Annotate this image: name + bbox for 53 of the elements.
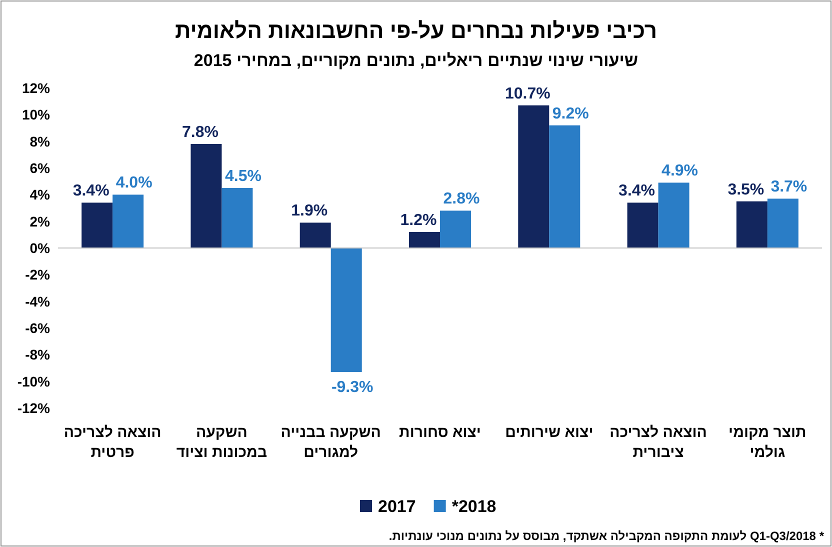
x-tick-label: הוצאה לצריכה ציבורית: [610, 424, 707, 461]
y-tick-label: -6%: [25, 320, 51, 336]
y-tick-label: 2%: [30, 213, 51, 230]
x-tick-label: הוצאה לצריכה פרטית: [64, 424, 162, 461]
x-tick-label: יצוא סחורות: [399, 424, 481, 441]
y-tick-label: 8%: [30, 133, 51, 150]
y-tick-label: 0%: [30, 240, 51, 256]
y-tick-label: 6%: [30, 160, 51, 176]
bar: [518, 105, 550, 248]
data-label: 1.2%: [400, 212, 437, 229]
data-label: 3.7%: [770, 178, 808, 196]
data-label: 2.8%: [443, 190, 480, 208]
y-tick-label: 12%: [22, 80, 51, 96]
chart-subtitle: שיעורי שינוי שנתיים ריאליים, נתונים מקוריים, במחירי 2015: [194, 51, 638, 70]
data-label: 4.0%: [116, 174, 152, 192]
data-label: 3.4%: [618, 182, 656, 200]
data-label: 4.5%: [224, 168, 262, 185]
x-tick-label: תוצר מקומי גולמי: [728, 424, 806, 461]
x-tick-label: יצוא שירותים: [505, 424, 594, 441]
bar: [190, 144, 222, 248]
y-tick-label: -8%: [25, 346, 51, 363]
bar: [330, 248, 362, 372]
y-tick-label: -12%: [17, 400, 51, 416]
data-label: 3.5%: [728, 181, 764, 198]
data-label: 10.7%: [504, 85, 550, 102]
bar: [627, 202, 658, 248]
bar: [222, 188, 253, 248]
legend-label: 2017: [378, 497, 416, 516]
data-label: 9.2%: [552, 105, 589, 122]
x-tick-label: השקעה בבנייה למגורים: [280, 424, 381, 461]
bar: [112, 194, 144, 248]
bar: [409, 232, 440, 248]
y-tick-label: -4%: [25, 293, 51, 310]
y-tick-label: 10%: [22, 106, 51, 123]
data-label: 7.8%: [182, 124, 218, 141]
data-label: -9.3%: [331, 379, 374, 396]
bar: [549, 125, 580, 248]
y-tick-label: 4%: [30, 186, 51, 203]
y-tick-label: -2%: [25, 266, 51, 283]
bar: [300, 222, 331, 248]
data-label: 3.4%: [72, 182, 110, 200]
y-tick-label: -10%: [17, 373, 51, 390]
bar: [658, 182, 690, 248]
bar: [736, 201, 768, 248]
data-label: 4.9%: [662, 162, 698, 180]
bar: [440, 210, 471, 248]
legend-label: *2018: [452, 497, 496, 516]
x-tick-label: השקעה במכונות וציוד: [176, 424, 268, 461]
bar: [82, 202, 113, 248]
text: * Q1-Q3/2018 לעומת התקופה המקבילה אשתקד, מבוסס על נתונים מנוכי עונתיות.: [388, 529, 824, 543]
bar: [767, 198, 798, 248]
chart-title: רכיבי פעילות נבחרים על-פי החשבונאות הלאומית: [174, 18, 658, 43]
data-label: 1.9%: [291, 202, 328, 220]
